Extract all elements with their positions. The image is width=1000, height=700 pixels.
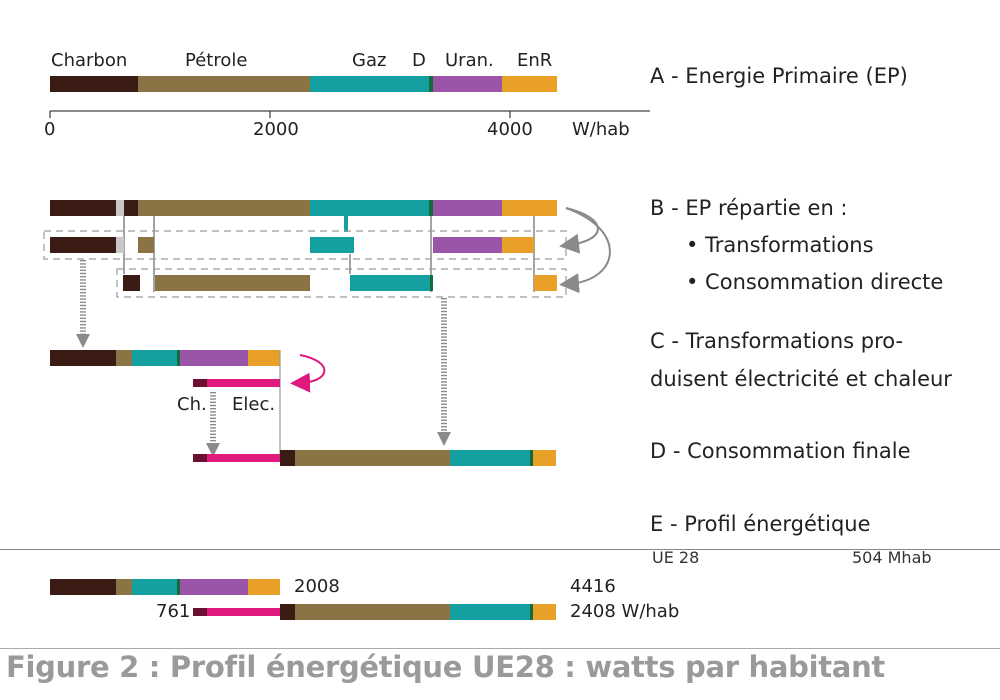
seg-uran (433, 237, 502, 253)
legend-petrole: Pétrole (185, 50, 248, 71)
seg-charbon (280, 604, 295, 620)
seg-petrole (155, 275, 310, 291)
step-b-item1: • Transformations (686, 233, 874, 257)
seg-enr (502, 76, 557, 92)
seg-loss (116, 237, 124, 253)
dotted-arrow-heads (76, 334, 451, 457)
seg-chaleur (193, 379, 207, 387)
seg-d (177, 579, 180, 595)
profile-population: 504 Mhab (852, 548, 932, 567)
transformations-bar (50, 237, 534, 253)
seg-petrole (295, 604, 450, 620)
step-b-title: B - EP répartie en : (650, 196, 848, 220)
seg-gaz (450, 450, 530, 466)
profile-heat-elec: 761 (156, 601, 191, 622)
seg-d (429, 200, 433, 216)
seg-charbon (50, 579, 116, 595)
seg-uran (180, 579, 248, 595)
axis-tick-2000: 2000 (253, 119, 299, 140)
profile-transform-bar (50, 579, 280, 595)
axis-unit: W/hab (572, 119, 630, 140)
seg-charbon (50, 350, 116, 366)
step-d: D - Consommation finale (650, 439, 911, 463)
seg-chaleur (193, 454, 207, 462)
legend-charbon: Charbon (51, 50, 128, 71)
seg-charbon (50, 237, 116, 253)
seg-petrole (116, 350, 132, 366)
seg-elec (207, 608, 280, 616)
seg-gaz (350, 275, 430, 291)
pink-arrow (290, 354, 326, 393)
seg-uran (433, 76, 502, 92)
direct-consumption-bar (123, 275, 557, 291)
axis-tick-0: 0 (44, 119, 56, 140)
heat-electricity-bar (193, 379, 280, 387)
caption-divider (0, 648, 1000, 649)
step-c-line2: duisent électricité et chaleur (650, 367, 952, 391)
dotted-arrows (80, 260, 447, 447)
seg-charbon (50, 200, 116, 216)
seg-uran (433, 200, 502, 216)
seg-gaz (310, 76, 429, 92)
final-consumption-bar (193, 450, 556, 466)
seg-d (430, 275, 433, 291)
legend-gaz: Gaz (352, 50, 387, 71)
seg-enr (534, 275, 557, 291)
seg-petrole (138, 76, 310, 92)
seg-gaz (132, 579, 177, 595)
seg-enr (248, 579, 280, 595)
seg-enr (533, 604, 556, 620)
transformation-inputs-bar (50, 350, 280, 366)
seg-d (429, 76, 433, 92)
seg-d (530, 450, 533, 466)
gaz-split-link (344, 216, 348, 232)
profile-region: UE 28 (652, 548, 700, 567)
b-primary-bar (50, 200, 557, 216)
seg-charbon (280, 450, 295, 466)
step-b-item2: • Consommation directe (686, 270, 944, 294)
seg-enr (533, 450, 556, 466)
seg-petrole (295, 450, 450, 466)
seg-enr (248, 350, 280, 366)
seg-elec (207, 379, 280, 387)
profile-transform-total: 2008 (294, 576, 340, 597)
seg-d (530, 604, 533, 620)
profile-divider (0, 549, 1000, 550)
primary-energy-bar (50, 76, 557, 92)
label-elec: Elec. (232, 394, 276, 415)
label-chaleur: Ch. (177, 394, 207, 415)
seg-enr (502, 200, 557, 216)
step-c-line1: C - Transformations pro- (650, 329, 904, 353)
seg-petrole (116, 579, 132, 595)
step-a: A - Energie Primaire (EP) (650, 64, 908, 88)
legend-enr: EnR (517, 50, 553, 71)
legend-uran: Uran. (445, 50, 494, 71)
seg-gaz (450, 604, 530, 620)
seg-gaz (310, 200, 429, 216)
legend-d: D (412, 50, 426, 71)
seg-gaz (310, 237, 354, 253)
seg-charbon (124, 200, 138, 216)
seg-petrole (138, 200, 310, 216)
seg-petrole (138, 237, 154, 253)
profile-primary-total: 4416 (570, 576, 616, 597)
seg-chaleur (193, 608, 207, 616)
seg-enr (502, 237, 534, 253)
seg-uran (180, 350, 248, 366)
axis-tick-4000: 4000 (487, 119, 533, 140)
curved-arrows (559, 207, 611, 294)
figure-caption: Figure 2 : Profil énergétique UE28 : wat… (6, 650, 885, 684)
seg-charbon (50, 76, 138, 92)
seg-gaz (132, 350, 177, 366)
seg-charbon (123, 275, 140, 291)
profile-final-bar (193, 604, 556, 620)
seg-d (177, 350, 180, 366)
seg-elec (207, 454, 280, 462)
energy-axis (49, 110, 650, 118)
profile-final-total: 2408 W/hab (570, 601, 680, 622)
step-e: E - Profil énergétique (650, 512, 871, 536)
seg-loss (116, 200, 124, 216)
